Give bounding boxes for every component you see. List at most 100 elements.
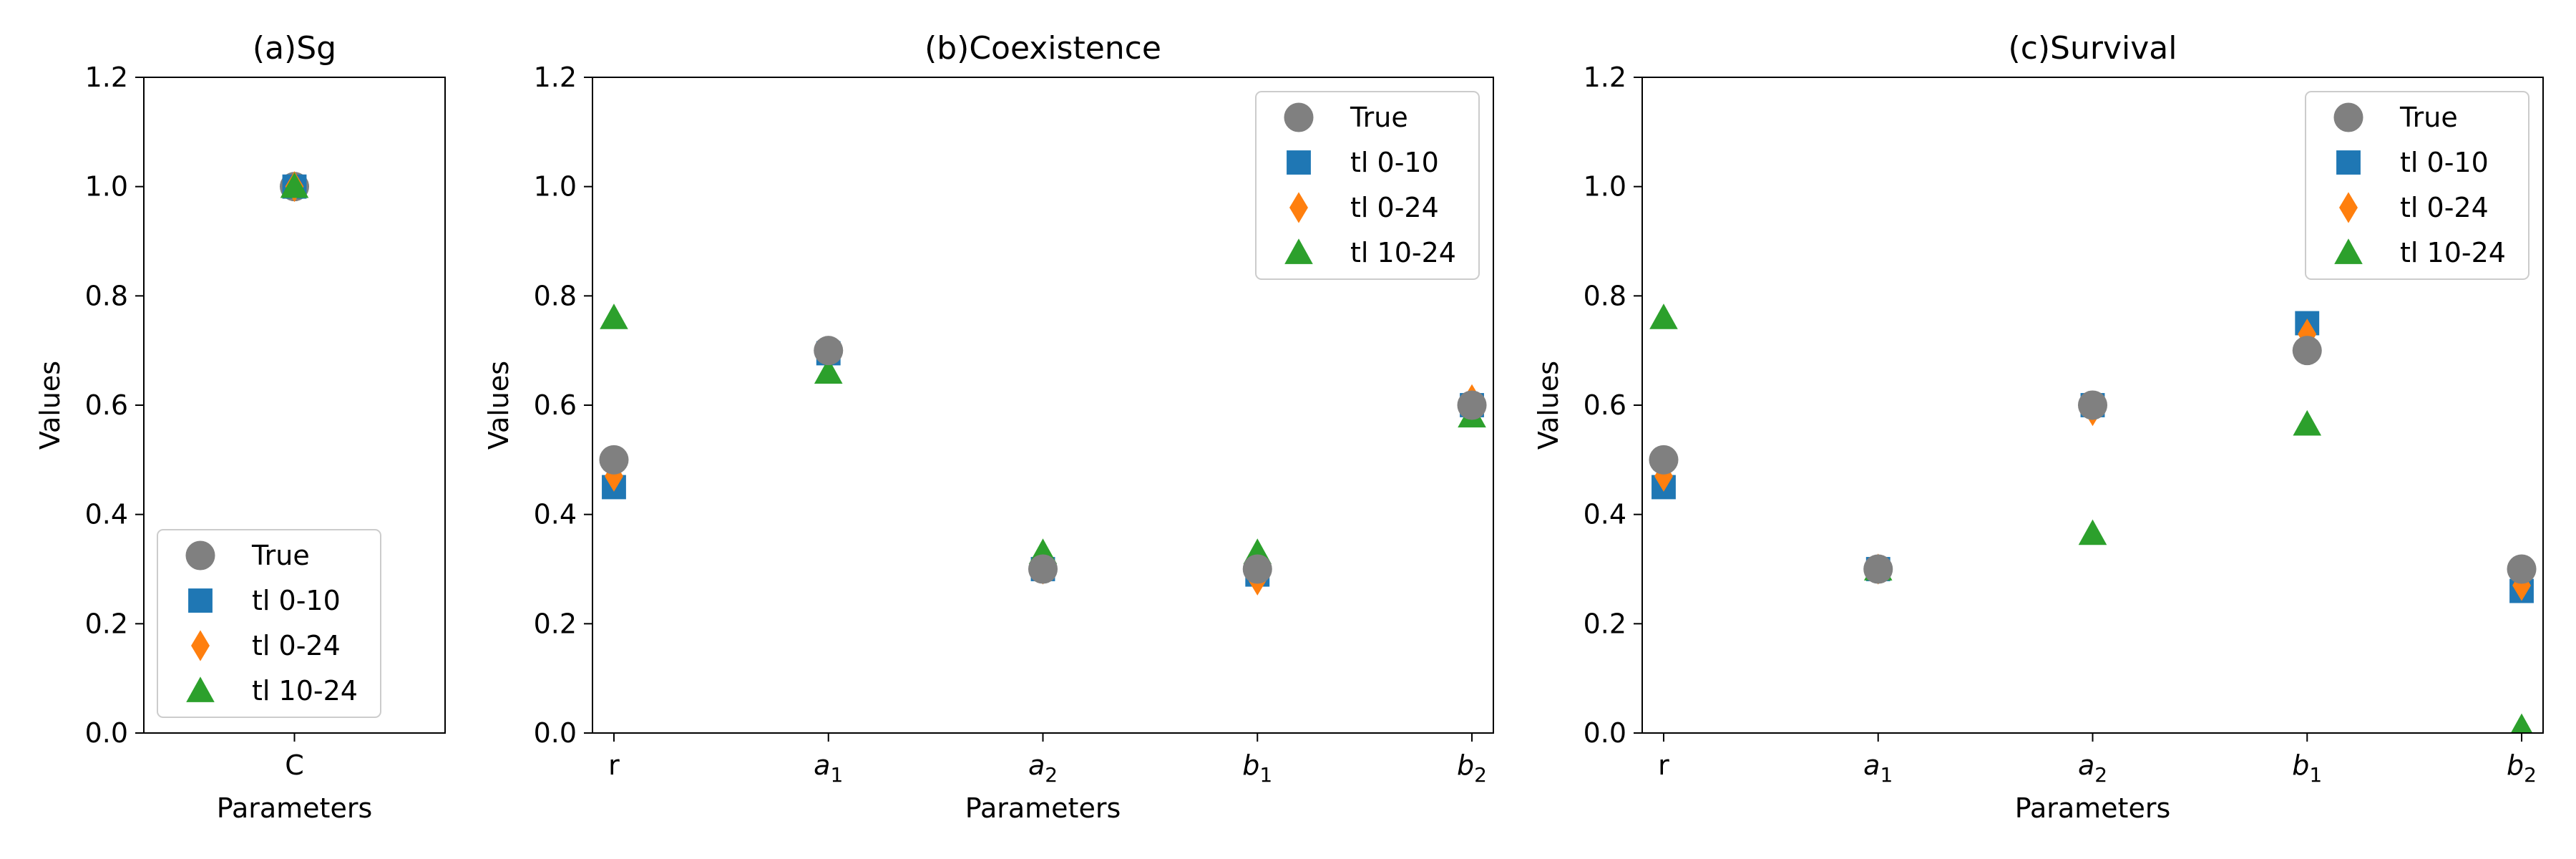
y-tick-label: 0.2 [534, 608, 577, 639]
x-tick-subscript: 2 [2524, 763, 2537, 787]
x-tick-base: b [2292, 749, 2309, 781]
data-point-triangle [1649, 304, 1678, 329]
x-tick-subscript: 1 [1880, 763, 1893, 787]
legend-marker-diamond [191, 630, 210, 661]
y-axis-label: Values [34, 361, 66, 450]
y-tick-label: 0.4 [1584, 499, 1626, 530]
y-tick-label: 0.4 [85, 499, 128, 530]
data-point-diamond [2512, 570, 2531, 601]
data-point-circle [1649, 445, 1679, 475]
data-point-triangle [814, 358, 843, 384]
legend-label: tl 0-10 [2400, 147, 2489, 178]
legend-marker-square [1287, 150, 1311, 175]
x-tick-label: C [285, 749, 304, 781]
legend-label: True [251, 540, 310, 571]
x-tick-subscript: 1 [2309, 763, 2322, 787]
chart-panel-1: (a)Sg 0.0 0.2 0.4 0.6 0.8 1.0 1.2 C Parameters Val… [34, 30, 446, 824]
legend-label: tl 0-10 [1350, 147, 1439, 178]
legend-label: tl 0-24 [2400, 192, 2489, 223]
chart-title: (a)Sg [253, 30, 336, 67]
y-tick-label: 0.8 [534, 280, 577, 311]
data-point-circle [2077, 390, 2108, 420]
y-tick-label: 0.6 [1584, 389, 1626, 421]
x-axis-label: Parameters [2015, 792, 2171, 824]
y-tick-label: 0.0 [85, 717, 128, 749]
data-points [1649, 304, 2537, 733]
y-tick-label: 0.0 [1584, 717, 1626, 749]
data-point-circle [1457, 390, 1487, 420]
y-tick-label: 1.0 [1584, 171, 1626, 203]
x-axis-label: Parameters [217, 792, 373, 824]
x-tick-label: b2 [2507, 749, 2537, 787]
data-point-circle [2292, 336, 2322, 366]
y-tick-label: 1.2 [1584, 62, 1626, 93]
legend: True tl 0-10 tl 0-24 tl 10-24 [157, 529, 381, 718]
x-tick-base: r [608, 749, 620, 781]
data-point-circle [2507, 554, 2537, 584]
legend-marker-circle [1284, 102, 1314, 132]
x-tick-base: a [2078, 749, 2094, 781]
x-tick-label: r [608, 749, 620, 781]
y-tick-label: 0.8 [85, 280, 128, 311]
x-tick-subscript: 2 [1045, 763, 1058, 787]
x-tick-base: C [285, 749, 304, 781]
legend-marker-square [2336, 150, 2361, 175]
legend-marker-circle [2333, 102, 2363, 132]
x-tick-label: a1 [1863, 749, 1893, 787]
plot-frame [1641, 77, 2544, 734]
legend-frame [157, 529, 381, 718]
legend-frame [1255, 91, 1480, 280]
y-axis-label: Values [483, 361, 514, 450]
x-tick-base: r [1658, 749, 1669, 781]
legend-label: tl 0-10 [252, 585, 341, 616]
x-tick-label: r [1658, 749, 1669, 781]
y-axis-label: Values [1533, 361, 1564, 450]
y-tick-label: 1.2 [85, 62, 128, 93]
plot-frame [592, 77, 1494, 734]
data-point-triangle [600, 304, 628, 329]
legend-label: tl 10-24 [2400, 237, 2506, 268]
x-tick-label: a2 [1028, 749, 1058, 787]
x-tick-base: b [2507, 749, 2524, 781]
data-points [279, 171, 310, 203]
data-point-circle [1863, 554, 1893, 584]
x-tick-base: a [1863, 749, 1880, 781]
x-tick-base: a [814, 749, 830, 781]
data-point-triangle [2078, 519, 2107, 545]
y-tick-label: 0.6 [85, 389, 128, 421]
data-point-triangle [2293, 409, 2322, 436]
x-tick-label: b1 [1242, 749, 1272, 787]
x-tick-label: b1 [2292, 749, 2322, 787]
y-tick-label: 0.4 [534, 499, 577, 530]
legend-label: tl 0-24 [1350, 192, 1439, 223]
y-tick-label: 0.2 [85, 608, 128, 639]
legend-marker-triangle [186, 676, 215, 702]
x-tick-label: b2 [1457, 749, 1487, 787]
x-tick-label: a2 [2078, 749, 2107, 787]
legend-marker-diamond [2339, 192, 2358, 223]
x-tick-subscript: 1 [1259, 763, 1272, 787]
y-tick-label: 1.0 [534, 171, 577, 203]
legend-label: True [2399, 102, 2458, 133]
y-tick-label: 1.2 [534, 62, 577, 93]
legend-label: tl 0-24 [252, 630, 341, 661]
legend: True tl 0-10 tl 0-24 tl 10-24 [2305, 91, 2529, 280]
y-tick-label: 0.0 [534, 717, 577, 749]
x-tick-subscript: 2 [2094, 763, 2107, 787]
y-tick-label: 0.6 [534, 389, 577, 421]
legend-marker-triangle [2334, 238, 2363, 264]
data-points [599, 304, 1487, 596]
data-point-circle [814, 336, 844, 366]
plot-frame [143, 77, 446, 734]
x-tick-base: b [1242, 749, 1259, 781]
x-tick-label: a1 [814, 749, 843, 787]
data-point-triangle [280, 172, 309, 198]
legend-marker-diamond [1289, 192, 1308, 223]
y-tick-label: 1.0 [85, 171, 128, 203]
legend: True tl 0-10 tl 0-24 tl 10-24 [1255, 91, 1480, 280]
legend-label: True [1350, 102, 1408, 133]
legend-marker-triangle [1284, 238, 1313, 264]
